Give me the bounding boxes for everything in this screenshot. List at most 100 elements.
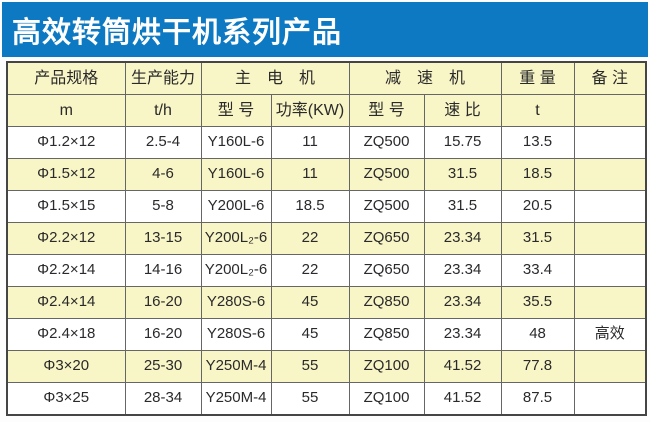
cell-remark [573,382,647,416]
table-row: Φ1.2×12 2.5-4 Y160L-6 11 ZQ500 15.75 13.… [6,126,647,159]
cell-capacity: 14-16 [124,254,202,287]
cell-speed-ratio: 23.34 [423,286,502,319]
table-row: Φ2.4×18 16-20 Y280S-6 45 ZQ850 23.34 48 … [6,318,647,351]
cell-motor-power: 11 [270,126,350,159]
cell-motor-model: Y200L-6 [200,190,272,223]
cell-weight: 18.5 [500,158,575,191]
cell-speed-ratio: 31.5 [423,190,502,223]
cell-motor-model: Y200L₂-6 [200,222,272,255]
cell-capacity: 25-30 [124,350,202,383]
cell-motor-model: Y250M-4 [200,350,272,383]
cell-reducer-model: ZQ500 [348,126,425,159]
table-row: Φ2.4×14 16-20 Y280S-6 45 ZQ850 23.34 35.… [6,286,647,319]
cell-weight: 20.5 [500,190,575,223]
cell-remark [573,190,647,223]
cell-spec: Φ2.2×12 [6,222,126,255]
cell-reducer-model: ZQ100 [348,350,425,383]
cell-remark [573,158,647,191]
cell-speed-ratio: 23.34 [423,222,502,255]
cell-speed-ratio: 15.75 [423,126,502,159]
cell-motor-power: 45 [270,318,350,351]
cell-motor-power: 55 [270,382,350,416]
table-row: Φ3×25 28-34 Y250M-4 55 ZQ100 41.52 87.5 [6,382,647,416]
cell-spec: Φ3×25 [6,382,126,416]
cell-motor-model: Y250M-4 [200,382,272,416]
cell-motor-model: Y280S-6 [200,318,272,351]
header-weight: 重 量 [500,61,575,95]
cell-weight: 35.5 [500,286,575,319]
table-row: Φ2.2×14 14-16 Y200L₂-6 22 ZQ650 23.34 33… [6,254,647,287]
cell-capacity: 2.5-4 [124,126,202,159]
cell-reducer-model: ZQ850 [348,318,425,351]
cell-spec: Φ2.2×14 [6,254,126,287]
cell-spec: Φ1.5×12 [6,158,126,191]
cell-capacity: 13-15 [124,222,202,255]
cell-speed-ratio: 23.34 [423,318,502,351]
table-header-row-2: m t/h 型 号 功率(KW) 型 号 速 比 t [6,94,647,127]
cell-capacity: 28-34 [124,382,202,416]
cell-motor-power: 22 [270,222,350,255]
cell-remark [573,254,647,287]
table-header-row-1: 产品规格 生产能力 主 电 机 减 速 机 重 量 备 注 [6,61,647,95]
cell-motor-power: 11 [270,158,350,191]
cell-spec: Φ3×20 [6,350,126,383]
table-row: Φ2.2×12 13-15 Y200L₂-6 22 ZQ650 23.34 31… [6,222,647,255]
cell-remark: 高效 [573,318,647,351]
cell-speed-ratio: 41.52 [423,382,502,416]
cell-remark [573,222,647,255]
cell-motor-model: Y280S-6 [200,286,272,319]
cell-motor-power: 22 [270,254,350,287]
subheader-unit-m: m [6,94,126,127]
cell-reducer-model: ZQ100 [348,382,425,416]
subheader-speed-ratio: 速 比 [423,94,502,127]
cell-weight: 48 [500,318,575,351]
cell-weight: 13.5 [500,126,575,159]
cell-motor-power: 55 [270,350,350,383]
cell-remark [573,350,647,383]
header-remark: 备 注 [573,61,647,95]
cell-capacity: 5-8 [124,190,202,223]
cell-remark [573,286,647,319]
header-product-spec: 产品规格 [6,61,126,95]
cell-motor-power: 45 [270,286,350,319]
cell-motor-model: Y160L-6 [200,126,272,159]
cell-capacity: 16-20 [124,318,202,351]
subheader-reducer-model: 型 号 [348,94,425,127]
cell-reducer-model: ZQ650 [348,222,425,255]
cell-reducer-model: ZQ500 [348,190,425,223]
table-row: Φ1.5×12 4-6 Y160L-6 11 ZQ500 31.5 18.5 [6,158,647,191]
header-main-motor: 主 电 机 [200,61,350,95]
subheader-unit-t: t [500,94,575,127]
cell-weight: 87.5 [500,382,575,416]
subheader-unit-th: t/h [124,94,202,127]
cell-capacity: 4-6 [124,158,202,191]
table-row: Φ1.5×15 5-8 Y200L-6 18.5 ZQ500 31.5 20.5 [6,190,647,223]
cell-spec: Φ2.4×18 [6,318,126,351]
cell-reducer-model: ZQ650 [348,254,425,287]
cell-weight: 33.4 [500,254,575,287]
cell-reducer-model: ZQ850 [348,286,425,319]
cell-weight: 77.8 [500,350,575,383]
cell-spec: Φ1.2×12 [6,126,126,159]
cell-weight: 31.5 [500,222,575,255]
page-title: 高效转筒烘干机系列产品 [12,16,343,49]
product-spec-table: 产品规格 生产能力 主 电 机 减 速 机 重 量 备 注 m t/h 型 号 … [6,61,648,416]
subheader-motor-model: 型 号 [200,94,272,127]
cell-speed-ratio: 23.34 [423,254,502,287]
cell-spec: Φ1.5×15 [6,190,126,223]
cell-speed-ratio: 41.52 [423,350,502,383]
cell-motor-model: Y200L₂-6 [200,254,272,287]
title-banner: 高效转筒烘干机系列产品 [2,2,648,57]
subheader-motor-power: 功率(KW) [270,94,350,127]
cell-capacity: 16-20 [124,286,202,319]
subheader-remark-empty [573,94,647,127]
header-reducer: 减 速 机 [348,61,502,95]
cell-motor-model: Y160L-6 [200,158,272,191]
table-row: Φ3×20 25-30 Y250M-4 55 ZQ100 41.52 77.8 [6,350,647,383]
header-capacity: 生产能力 [124,61,202,95]
cell-motor-power: 18.5 [270,190,350,223]
cell-speed-ratio: 31.5 [423,158,502,191]
cell-spec: Φ2.4×14 [6,286,126,319]
cell-remark [573,126,647,159]
cell-reducer-model: ZQ500 [348,158,425,191]
